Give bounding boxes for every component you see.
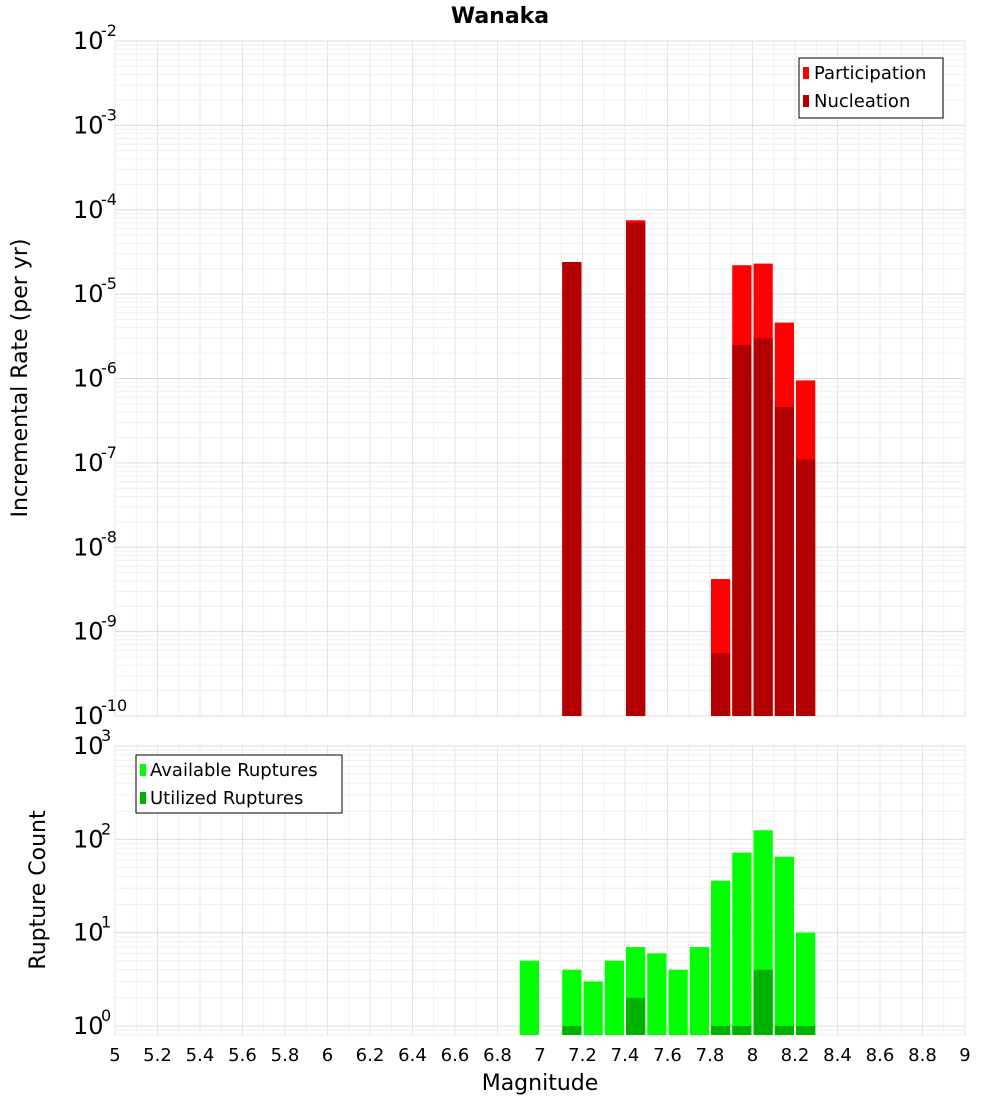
bar-available-ruptures xyxy=(732,852,752,1035)
y-tick-label: 10 xyxy=(73,919,104,947)
y-tick-exponent: -10 xyxy=(101,696,127,715)
y-tick-exponent: 2 xyxy=(101,819,111,838)
legend-label-participation: Participation xyxy=(814,63,926,84)
bar-nucleation xyxy=(774,406,794,716)
y-tick-label: 10 xyxy=(73,196,104,224)
x-tick-label: 8.8 xyxy=(908,1045,937,1066)
x-tick-label: 7.2 xyxy=(568,1045,597,1066)
y-tick-exponent: -4 xyxy=(101,190,117,209)
bar-available-ruptures xyxy=(562,969,582,1035)
top-y-axis-label: Incremental Rate (per yr) xyxy=(8,239,33,518)
x-tick-label: 9 xyxy=(959,1045,970,1066)
top-legend-box xyxy=(798,57,944,119)
bar-utilized-ruptures xyxy=(711,1025,731,1035)
bar-utilized-ruptures xyxy=(774,1025,794,1035)
top-grid xyxy=(114,40,966,717)
x-tick-label: 8.4 xyxy=(823,1045,852,1066)
x-tick-label: 8.2 xyxy=(781,1045,810,1066)
y-tick-label: 10 xyxy=(73,111,104,139)
bar-available-ruptures xyxy=(689,947,709,1035)
x-tick-label: 5.4 xyxy=(186,1045,215,1066)
chart-title: Wanaka xyxy=(451,4,549,29)
y-tick-label: 10 xyxy=(73,533,104,561)
y-tick-exponent: 0 xyxy=(101,1006,111,1025)
y-tick-label: 10 xyxy=(73,365,104,393)
bar-utilized-ruptures xyxy=(796,1025,816,1035)
legend-label-nucleation: Nucleation xyxy=(814,91,910,112)
y-tick-exponent: -6 xyxy=(101,359,117,378)
x-tick-label: 7 xyxy=(534,1045,545,1066)
top-legend: Participation Nucleation xyxy=(798,57,944,119)
y-tick-exponent: 1 xyxy=(101,913,111,932)
bottom-bars xyxy=(519,830,816,1035)
y-tick-label: 10 xyxy=(73,449,104,477)
y-tick-exponent: -5 xyxy=(101,274,117,293)
legend-label-available-ruptures: Available Ruptures xyxy=(150,760,318,781)
y-tick-label: 10 xyxy=(73,702,104,730)
bar-available-ruptures xyxy=(583,981,603,1035)
y-tick-exponent: -9 xyxy=(101,612,117,631)
bar-utilized-ruptures xyxy=(732,1025,752,1035)
bar-nucleation xyxy=(562,262,582,716)
bar-available-ruptures xyxy=(774,856,794,1035)
bar-utilized-ruptures xyxy=(626,997,646,1035)
top-bars xyxy=(562,220,816,717)
x-tick-label: 7.8 xyxy=(696,1045,725,1066)
x-tick-label: 6.8 xyxy=(483,1045,512,1066)
y-tick-label: 10 xyxy=(73,732,104,760)
bottom-legend-box xyxy=(135,754,343,814)
bar-nucleation xyxy=(711,653,731,716)
legend-swatch-participation xyxy=(803,67,809,79)
bar-nucleation xyxy=(626,222,646,716)
y-tick-label: 10 xyxy=(73,618,104,646)
x-tick-label: 6 xyxy=(322,1045,333,1066)
bar-available-ruptures xyxy=(604,960,624,1035)
legend-label-utilized-ruptures: Utilized Ruptures xyxy=(150,788,303,809)
bar-available-ruptures xyxy=(519,960,539,1035)
x-tick-label: 6.4 xyxy=(398,1045,427,1066)
bar-nucleation xyxy=(732,344,752,716)
bar-available-ruptures xyxy=(668,969,688,1035)
y-tick-label: 10 xyxy=(73,825,104,853)
bar-utilized-ruptures xyxy=(562,1025,582,1035)
x-tick-label: 5 xyxy=(109,1045,120,1066)
x-tick-label: 6.2 xyxy=(356,1045,385,1066)
x-tick-label: 5.6 xyxy=(228,1045,257,1066)
bar-available-ruptures xyxy=(711,880,731,1035)
bottom-legend: Available Ruptures Utilized Ruptures xyxy=(135,754,343,814)
bottom-y-axis-label: Rupture Count xyxy=(26,810,51,970)
x-tick-label: 6.6 xyxy=(441,1045,470,1066)
y-tick-exponent: -2 xyxy=(101,21,117,40)
x-tick-label: 7.6 xyxy=(653,1045,682,1066)
bar-available-ruptures xyxy=(796,932,816,1035)
bar-nucleation xyxy=(796,459,816,716)
x-tick-labels: 5 5.2 5.4 5.6 5.8 6 6.2 6.4 6.6 6.8 7 7.2 7.4 7.6 7.8 8… xyxy=(109,1045,970,1066)
legend-swatch-available-ruptures xyxy=(140,764,146,776)
legend-swatch-utilized-ruptures xyxy=(140,792,146,804)
x-tick-label: 7.4 xyxy=(611,1045,640,1066)
y-tick-exponent: 3 xyxy=(101,726,111,745)
legend-swatch-nucleation xyxy=(803,95,809,107)
x-tick-label: 8 xyxy=(747,1045,758,1066)
x-tick-label: 5.8 xyxy=(271,1045,300,1066)
x-axis-label: Magnitude xyxy=(482,1071,599,1096)
y-tick-label: 10 xyxy=(73,27,104,55)
y-tick-exponent: -3 xyxy=(101,105,117,124)
bar-available-ruptures xyxy=(647,953,667,1035)
x-tick-label: 8.6 xyxy=(866,1045,895,1066)
y-tick-exponent: -8 xyxy=(101,527,117,546)
bar-utilized-ruptures xyxy=(753,969,773,1035)
x-tick-label: 5.2 xyxy=(143,1045,172,1066)
y-tick-label: 10 xyxy=(73,280,104,308)
bar-nucleation xyxy=(753,338,773,716)
y-tick-label: 10 xyxy=(73,1012,104,1040)
y-tick-exponent: -7 xyxy=(101,443,117,462)
